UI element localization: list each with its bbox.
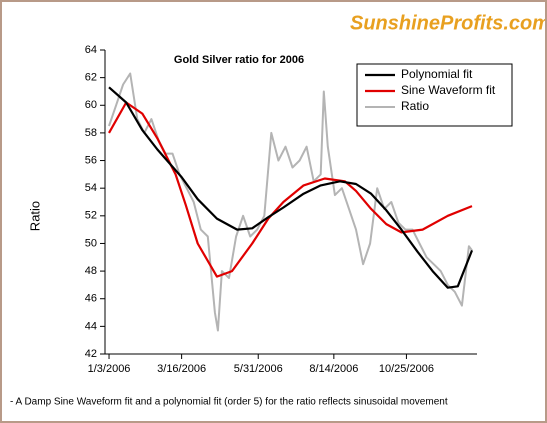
y-tick-label: 62 bbox=[85, 72, 97, 84]
x-tick-label: 10/25/2006 bbox=[379, 363, 434, 375]
series-line bbox=[108, 72, 473, 332]
series-line bbox=[108, 86, 474, 289]
footnote: - A Damp Sine Waveform fit and a polynom… bbox=[10, 397, 448, 408]
x-tick-label: 5/31/2006 bbox=[234, 363, 283, 375]
y-tick-label: 54 bbox=[85, 182, 97, 194]
legend-box bbox=[356, 63, 513, 127]
brand-logo: SunshineProfits.com bbox=[350, 12, 545, 34]
y-tick-label: 60 bbox=[85, 99, 97, 111]
y-tick-label: 58 bbox=[85, 127, 97, 139]
y-tick-label: 46 bbox=[85, 293, 97, 305]
x-tick-label: 8/14/2006 bbox=[309, 363, 358, 375]
y-tick-label: 56 bbox=[85, 154, 97, 166]
y-tick-label: 64 bbox=[85, 44, 97, 56]
y-tick-label: 44 bbox=[85, 320, 97, 332]
legend-label: Sine Waveform fit bbox=[401, 83, 496, 97]
x-tick-label: 1/3/2006 bbox=[88, 363, 131, 375]
y-tick-label: 42 bbox=[85, 348, 97, 360]
x-tick-label: 3/16/2006 bbox=[157, 363, 206, 375]
legend-label: Ratio bbox=[401, 99, 429, 113]
y-axis-label: Ratio bbox=[27, 201, 42, 231]
chart-title: Gold Silver ratio for 2006 bbox=[174, 54, 304, 66]
y-tick-label: 48 bbox=[85, 265, 97, 277]
y-tick-label: 50 bbox=[85, 237, 97, 249]
series-line bbox=[108, 101, 473, 278]
y-tick-label: 52 bbox=[85, 210, 97, 222]
legend-label: Polynomial fit bbox=[401, 67, 473, 81]
